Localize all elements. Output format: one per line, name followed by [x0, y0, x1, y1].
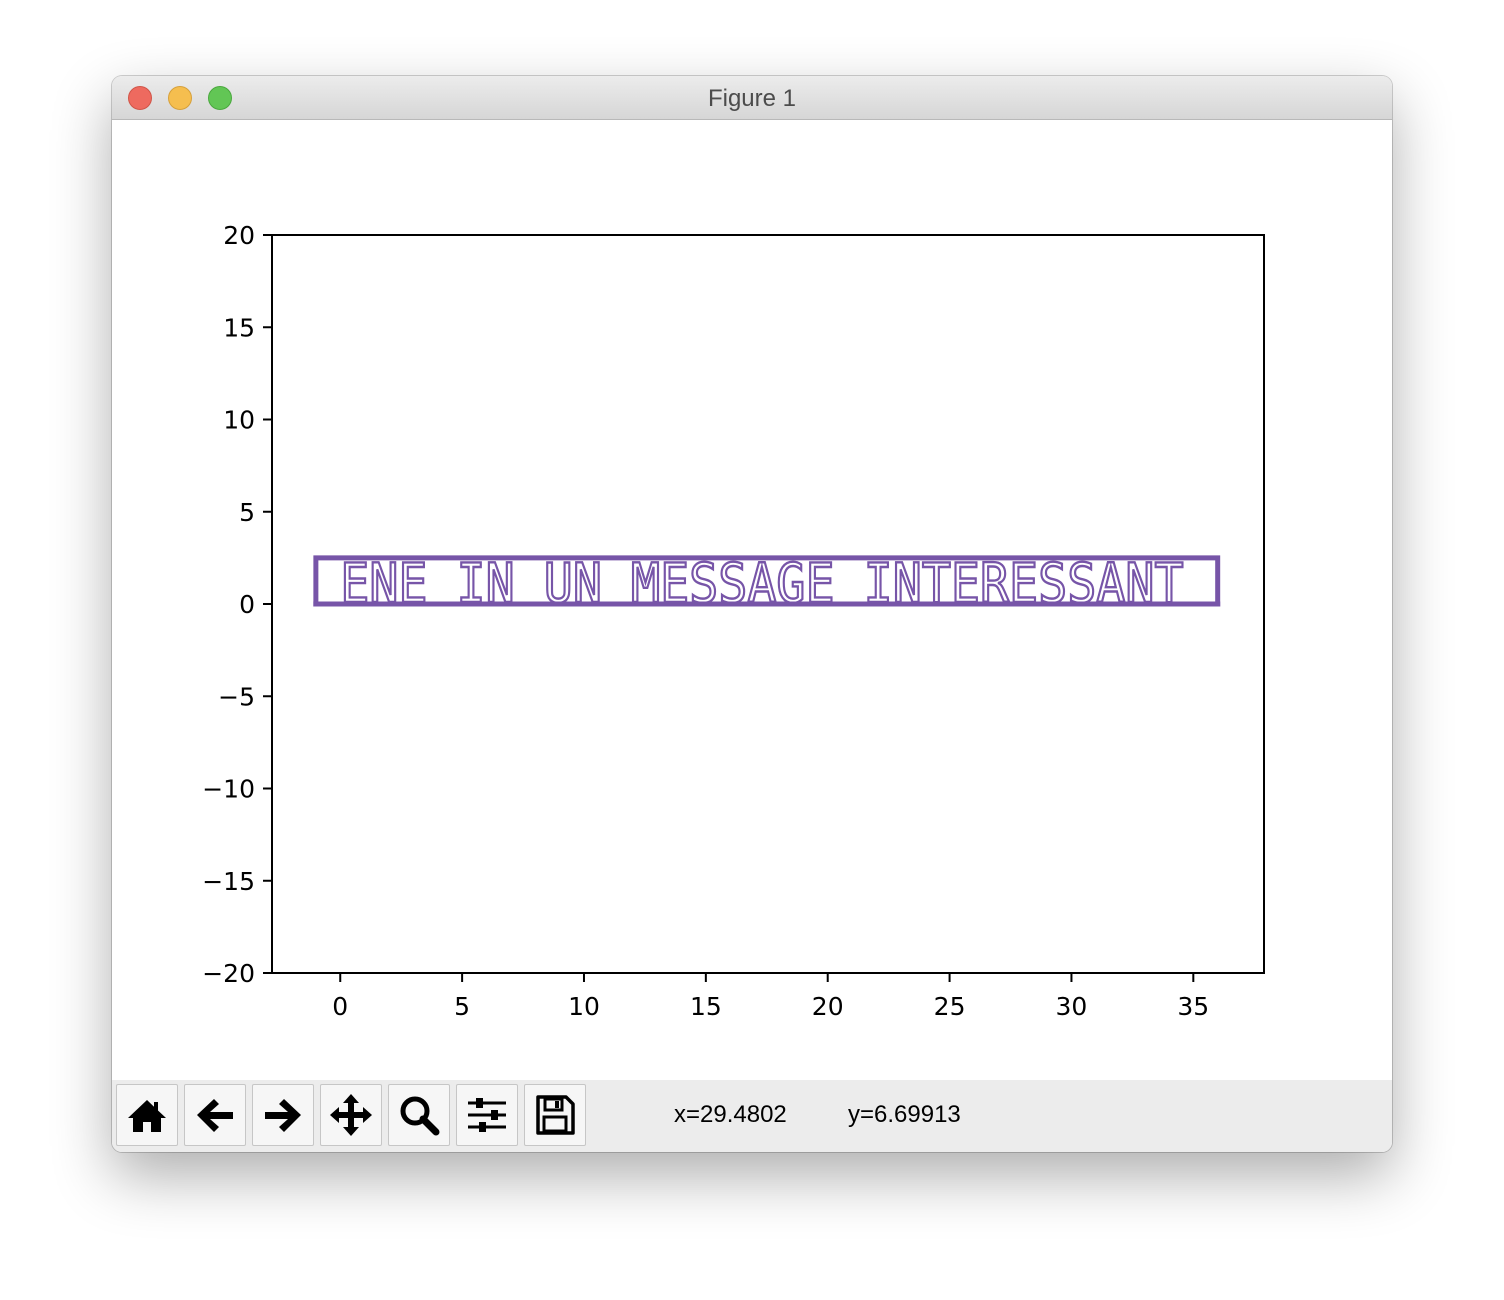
y-tick-label: 20	[223, 221, 255, 250]
x-tick-label: 30	[1056, 992, 1088, 1021]
minimize-window-button[interactable]	[168, 86, 192, 110]
navigation-toolbar: x=29.4802 y=6.69913	[112, 1080, 1392, 1152]
configure-subplots-button[interactable]	[456, 1084, 518, 1146]
y-tick-label: 0	[239, 590, 255, 619]
title-bar: Figure 1	[112, 76, 1392, 120]
cursor-x-readout: x=29.4802	[674, 1101, 787, 1128]
close-window-button[interactable]	[128, 86, 152, 110]
x-tick-label: 10	[568, 992, 600, 1021]
save-button[interactable]	[524, 1084, 586, 1146]
floppy-disk-icon	[536, 1095, 575, 1135]
home-button[interactable]	[116, 1084, 178, 1146]
y-tick-label: 10	[223, 406, 255, 435]
arrow-left-icon	[197, 1099, 233, 1132]
magnifier-icon	[400, 1096, 440, 1136]
figure-window: Figure 1 20 15 10 5 0 −5 −10 −15 −20 0 5 10 15 20 25 30…	[112, 76, 1392, 1152]
message-text-line: ENE IN UN MESSAGE INTERESSANT	[340, 552, 1183, 615]
cursor-y-readout: y=6.69913	[848, 1101, 961, 1128]
y-tick-label: 15	[223, 313, 255, 342]
zoom-window-button[interactable]	[208, 86, 232, 110]
figure-canvas[interactable]: 20 15 10 5 0 −5 −10 −15 −20 0 5 10 15 20 25 30 35 ENE IN…	[112, 120, 1392, 1080]
pan-button[interactable]	[320, 1084, 382, 1146]
x-tick-label: 20	[812, 992, 844, 1021]
arrow-right-icon	[265, 1099, 301, 1132]
y-tick-label: −5	[218, 682, 255, 711]
back-button[interactable]	[184, 1084, 246, 1146]
x-tick-label: 0	[332, 992, 348, 1021]
window-title: Figure 1	[707, 85, 797, 112]
move-icon	[330, 1094, 372, 1136]
forward-button[interactable]	[252, 1084, 314, 1146]
y-tick-label: −10	[202, 775, 255, 804]
x-tick-label: 15	[690, 992, 722, 1021]
axes-frame	[271, 234, 1265, 974]
x-tick-label: 35	[1177, 992, 1209, 1021]
x-tick-label: 5	[454, 992, 470, 1021]
x-tick-label: 25	[934, 992, 966, 1021]
zoom-button[interactable]	[388, 1084, 450, 1146]
home-icon	[128, 1100, 166, 1132]
y-tick-label: 5	[239, 498, 255, 527]
y-tick-label: −15	[202, 867, 255, 896]
y-tick-label: −20	[202, 959, 255, 988]
sliders-icon	[468, 1098, 506, 1132]
plot-svg[interactable]: 20 15 10 5 0 −5 −10 −15 −20 0 5 10 15 20 25 30 35 ENE IN…	[112, 120, 1392, 1080]
